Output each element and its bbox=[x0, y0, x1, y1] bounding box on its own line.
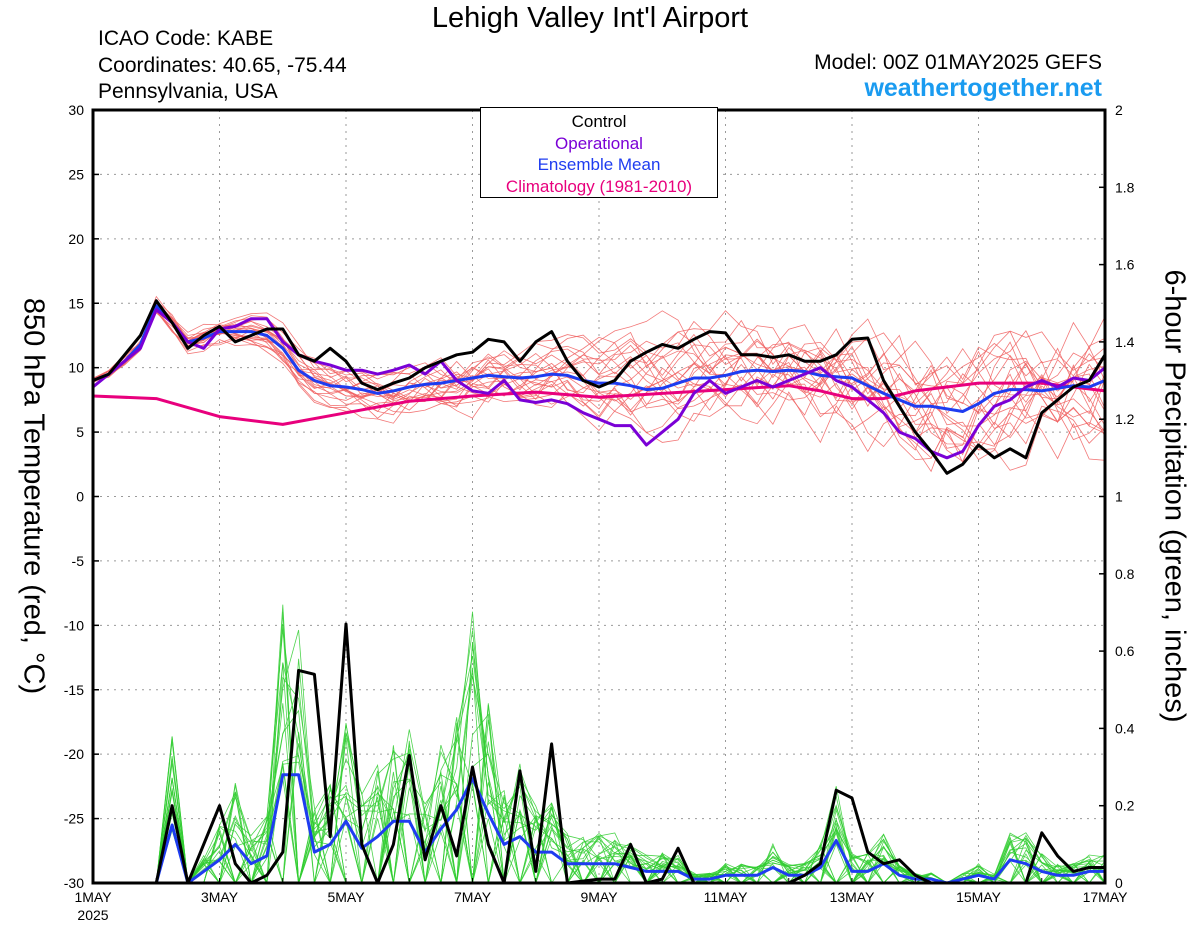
y-axis-right-label: 6-hour Precipitation (green, inches) bbox=[1158, 269, 1191, 723]
x-tick-label: 15MAY bbox=[956, 889, 1002, 905]
x-year-label: 2025 bbox=[77, 907, 108, 923]
precip-member-line bbox=[93, 663, 1105, 885]
y-right-tick-label: 2 bbox=[1115, 102, 1123, 118]
x-tick-label: 1MAY bbox=[74, 889, 112, 905]
temp-ensemble-mean-line bbox=[92, 304, 1106, 413]
y-right-tick-label: 1 bbox=[1115, 489, 1123, 505]
icao-code: ICAO Code: KABE bbox=[98, 27, 274, 50]
chart-title: Lehigh Valley Int'l Airport bbox=[431, 2, 749, 34]
temp-member-line bbox=[92, 303, 1106, 435]
model-run: Model: 00Z 01MAY2025 GEFS bbox=[814, 51, 1102, 74]
grid bbox=[93, 110, 1105, 883]
legend-climatology: Climatology (1981-2010) bbox=[505, 176, 693, 196]
x-tick-label: 11MAY bbox=[704, 889, 748, 905]
y-left-tick-label: 25 bbox=[68, 166, 84, 182]
y-left-tick-label: 15 bbox=[68, 295, 84, 311]
y-right-tick-label: 1.4 bbox=[1115, 334, 1135, 350]
precip-member-line bbox=[93, 672, 1106, 884]
y-left-tick-label: 30 bbox=[68, 102, 84, 118]
temp-member-line bbox=[92, 310, 1106, 456]
y-right-tick-label: 0.4 bbox=[1115, 720, 1135, 736]
temp-control-line bbox=[92, 299, 1107, 475]
legend: Control Operational Ensemble Mean Climat… bbox=[480, 107, 718, 198]
y-right-tick-label: 1.2 bbox=[1115, 411, 1135, 427]
website-link[interactable]: weathertogether.net bbox=[864, 74, 1102, 102]
y-axis-left-label: 850 hPa Temperature (red, °C) bbox=[17, 297, 50, 695]
temp-member-line bbox=[92, 302, 1106, 461]
legend-ensemble-mean: Ensemble Mean bbox=[537, 155, 661, 174]
y-right-tick-label: 0.8 bbox=[1115, 566, 1135, 582]
y-left-tick-label: -5 bbox=[72, 553, 85, 569]
x-tick-label: 13MAY bbox=[830, 889, 876, 905]
temp-member-line bbox=[92, 312, 1106, 415]
coordinates: Coordinates: 40.65, -75.44 bbox=[98, 54, 347, 77]
y-left-tick-label: 20 bbox=[68, 231, 84, 247]
axes: 302520151050-5-10-15-20-25-3021.81.61.41… bbox=[64, 102, 1135, 923]
y-right-tick-label: 1.6 bbox=[1115, 257, 1135, 273]
x-tick-label: 5MAY bbox=[327, 889, 365, 905]
legend-control: Control bbox=[571, 112, 627, 131]
precip-member-line bbox=[93, 629, 1106, 884]
location: Pennsylvania, USA bbox=[98, 80, 278, 103]
y-left-tick-label: -10 bbox=[64, 617, 84, 633]
temp-member-line bbox=[92, 304, 1106, 449]
y-right-tick-label: 0 bbox=[1115, 875, 1123, 891]
x-tick-label: 17MAY bbox=[1083, 889, 1129, 905]
temp-member-line bbox=[92, 300, 1106, 426]
legend-operational: Operational bbox=[555, 133, 643, 153]
y-left-tick-label: 5 bbox=[76, 424, 84, 440]
temp-operational-line bbox=[92, 308, 1106, 460]
temp-member-line bbox=[92, 302, 1106, 433]
temp-member-line bbox=[92, 302, 1106, 444]
y-left-tick-label: 0 bbox=[76, 489, 84, 505]
precip-member-line bbox=[93, 662, 1105, 885]
x-tick-label: 9MAY bbox=[580, 889, 618, 905]
y-right-tick-label: 0.2 bbox=[1115, 798, 1135, 814]
y-left-tick-label: -25 bbox=[64, 811, 84, 827]
y-left-tick-label: -15 bbox=[64, 682, 84, 698]
y-right-tick-label: 0.6 bbox=[1115, 643, 1135, 659]
y-right-tick-label: 1.8 bbox=[1115, 179, 1135, 195]
y-left-tick-label: 10 bbox=[68, 360, 84, 376]
y-left-tick-label: -20 bbox=[64, 746, 84, 762]
climatology-line bbox=[92, 381, 1106, 426]
x-tick-label: 3MAY bbox=[201, 889, 239, 905]
x-tick-label: 7MAY bbox=[454, 889, 492, 905]
y-left-tick-label: -30 bbox=[64, 875, 84, 891]
